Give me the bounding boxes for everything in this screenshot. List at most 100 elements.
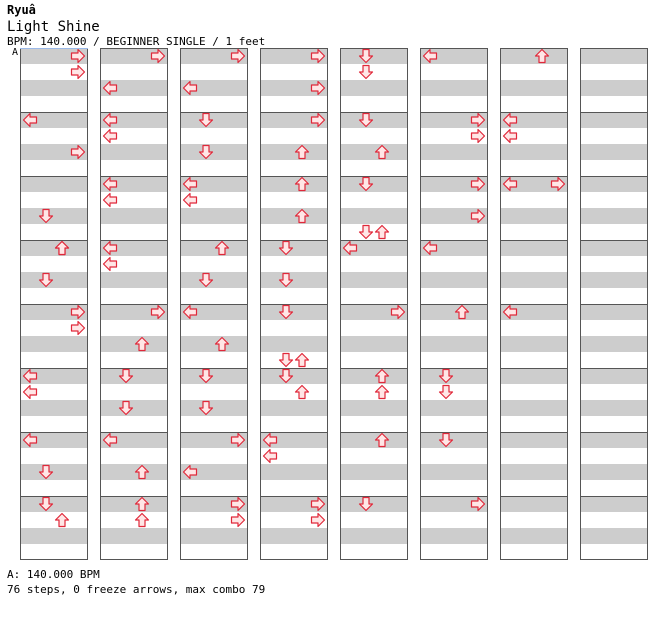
beat-stripe	[20, 144, 88, 160]
beat-stripe	[180, 48, 248, 64]
arrow-up-icon	[134, 336, 150, 352]
beat-stripe	[180, 336, 248, 352]
arrow-up-icon	[454, 304, 470, 320]
beat-stripe	[100, 272, 168, 288]
arrow-down-icon	[118, 400, 134, 416]
beat-stripe	[20, 496, 88, 512]
beat-stripe	[180, 272, 248, 288]
beat-stripe	[580, 112, 648, 128]
arrow-left-icon	[102, 256, 118, 272]
beat-stripe	[420, 240, 488, 256]
beat-stripe	[340, 80, 408, 96]
arrow-down-icon	[118, 368, 134, 384]
arrow-down-icon	[278, 240, 294, 256]
arrow-right-icon	[310, 512, 326, 528]
arrow-up-icon	[534, 48, 550, 64]
beat-stripe	[20, 112, 88, 128]
bpm-legend: A: 140.000 BPM	[7, 568, 100, 581]
beat-stripe	[420, 336, 488, 352]
beat-stripe	[180, 208, 248, 224]
beat-stripe	[500, 272, 568, 288]
beat-stripe	[580, 432, 648, 448]
beat-stripe	[420, 272, 488, 288]
arrow-left-icon	[262, 448, 278, 464]
arrow-up-icon	[214, 240, 230, 256]
beat-stripe	[340, 208, 408, 224]
beat-stripe	[20, 80, 88, 96]
column-border	[260, 48, 328, 560]
arrow-right-icon	[310, 48, 326, 64]
arrow-right-icon	[70, 48, 86, 64]
arrow-left-icon	[342, 240, 358, 256]
arrow-left-icon	[502, 176, 518, 192]
arrow-up-icon	[294, 208, 310, 224]
arrow-down-icon	[198, 144, 214, 160]
beat-stripe	[580, 208, 648, 224]
column-border	[340, 48, 408, 560]
beat-stripe	[180, 176, 248, 192]
arrow-left-icon	[102, 112, 118, 128]
beat-stripe	[580, 496, 648, 512]
beat-stripe	[100, 400, 168, 416]
arrow-down-icon	[198, 112, 214, 128]
arrow-down-icon	[278, 368, 294, 384]
beat-stripe	[500, 496, 568, 512]
beat-stripe	[340, 400, 408, 416]
arrow-right-icon	[70, 64, 86, 80]
beat-stripe	[100, 208, 168, 224]
beat-stripe	[580, 176, 648, 192]
beat-stripe	[260, 368, 328, 384]
beat-stripe	[260, 48, 328, 64]
arrow-left-icon	[262, 432, 278, 448]
beat-stripe	[100, 496, 168, 512]
beat-stripe	[260, 112, 328, 128]
arrow-right-icon	[70, 304, 86, 320]
chart-summary: 76 steps, 0 freeze arrows, max combo 79	[7, 583, 266, 596]
beat-stripe	[180, 144, 248, 160]
arrow-down-icon	[198, 400, 214, 416]
beat-stripe	[20, 176, 88, 192]
beat-stripe	[420, 432, 488, 448]
beat-stripe	[20, 400, 88, 416]
chart-meta: BPM: 140.000 / BEGINNER SINGLE / 1 feet	[7, 35, 266, 48]
arrow-up-icon	[374, 224, 390, 240]
beat-stripe	[260, 80, 328, 96]
beat-stripe	[500, 144, 568, 160]
beat-stripe	[340, 336, 408, 352]
beat-stripe	[420, 176, 488, 192]
beat-stripe	[580, 144, 648, 160]
beat-stripe	[180, 240, 248, 256]
beat-stripe	[500, 80, 568, 96]
measure-column	[260, 48, 328, 560]
arrow-down-icon	[198, 272, 214, 288]
beat-stripe	[180, 496, 248, 512]
arrow-up-icon	[214, 336, 230, 352]
arrow-right-icon	[470, 112, 486, 128]
song-title: Light Shine	[7, 19, 100, 35]
beat-stripe	[20, 368, 88, 384]
beat-stripe	[500, 112, 568, 128]
arrow-left-icon	[182, 464, 198, 480]
measure-column	[180, 48, 248, 560]
arrow-up-icon	[134, 464, 150, 480]
beat-stripe	[580, 48, 648, 64]
column-border	[100, 48, 168, 560]
beat-stripe	[340, 496, 408, 512]
beat-stripe	[580, 240, 648, 256]
beat-stripe	[20, 336, 88, 352]
arrow-right-icon	[150, 304, 166, 320]
arrow-left-icon	[102, 176, 118, 192]
arrow-left-icon	[182, 304, 198, 320]
arrow-up-icon	[134, 512, 150, 528]
beat-stripe	[260, 464, 328, 480]
column-border	[500, 48, 568, 560]
beat-stripe	[20, 432, 88, 448]
arrow-left-icon	[502, 112, 518, 128]
beat-stripe	[100, 80, 168, 96]
arrow-down-icon	[358, 224, 374, 240]
beat-stripe	[260, 304, 328, 320]
arrow-down-icon	[38, 272, 54, 288]
step-arrows	[22, 48, 566, 528]
column-border	[180, 48, 248, 560]
